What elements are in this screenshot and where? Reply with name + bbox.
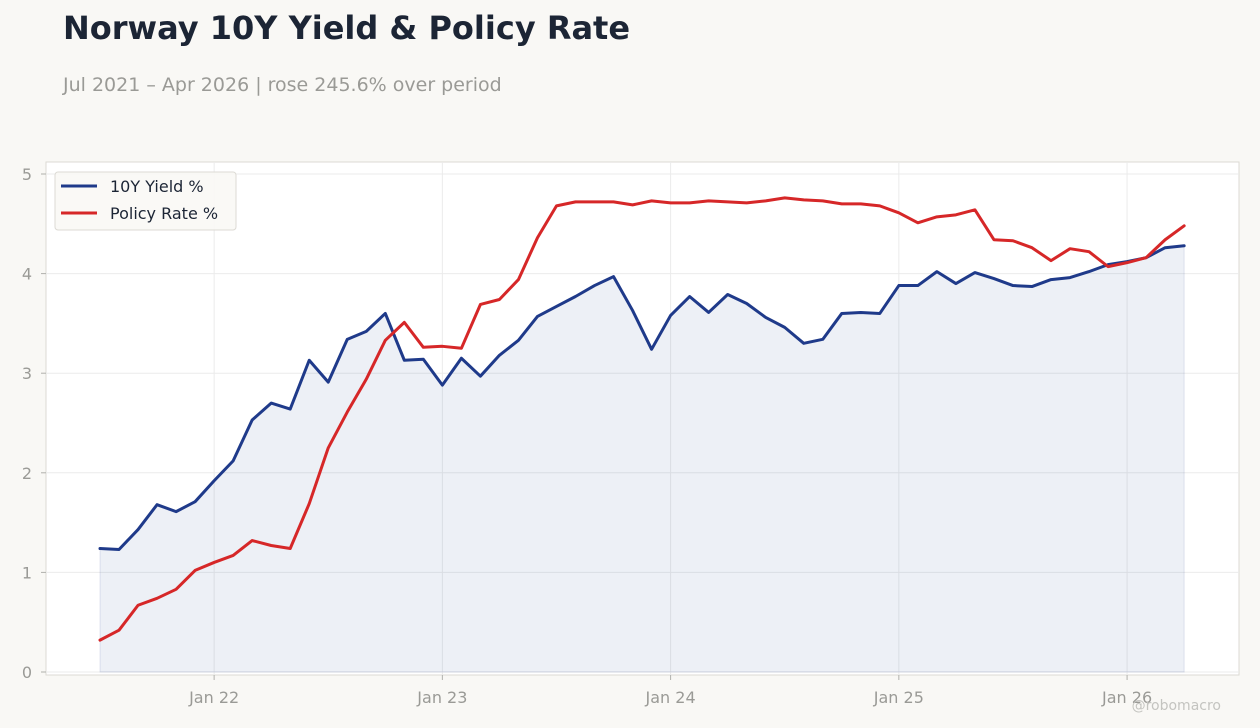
series-0-line xyxy=(98,244,1186,551)
legend-label: 10Y Yield % xyxy=(110,177,204,196)
plot-area xyxy=(45,161,1240,676)
axes: 0 1 2 3 4 5 Jan 22 Jan 23 Jan 24 Jan 25 Jan 26 xyxy=(22,165,1152,707)
legend-label: Policy Rate % xyxy=(110,204,218,223)
y-tick-label: 0 xyxy=(22,663,32,682)
y-tick-label: 3 xyxy=(22,364,32,383)
x-tick-label: Jan 25 xyxy=(873,688,924,707)
x-tick-label: Jan 24 xyxy=(645,688,696,707)
watermark: @robomacro xyxy=(1132,698,1221,714)
x-tick-label: Jan 23 xyxy=(416,688,467,707)
grid-lines xyxy=(46,162,1239,675)
y-tick-label: 4 xyxy=(22,265,32,284)
y-tick-label: 5 xyxy=(22,165,32,184)
chart-title: Norway 10Y Yield & Policy Rate xyxy=(63,9,631,47)
x-tick-label: Jan 22 xyxy=(188,688,239,707)
x-tick-label: Jan 26 xyxy=(1101,688,1152,707)
legend-box xyxy=(54,171,237,231)
y-tick-label: 2 xyxy=(22,464,32,483)
series-1-line xyxy=(98,196,1186,642)
legend: 10Y Yield % Policy Rate % xyxy=(54,171,237,231)
y-tick-label: 1 xyxy=(22,563,32,582)
chart-subtitle: Jul 2021 – Apr 2026 | rose 245.6% over p… xyxy=(63,74,502,96)
series-layer xyxy=(98,196,1186,673)
